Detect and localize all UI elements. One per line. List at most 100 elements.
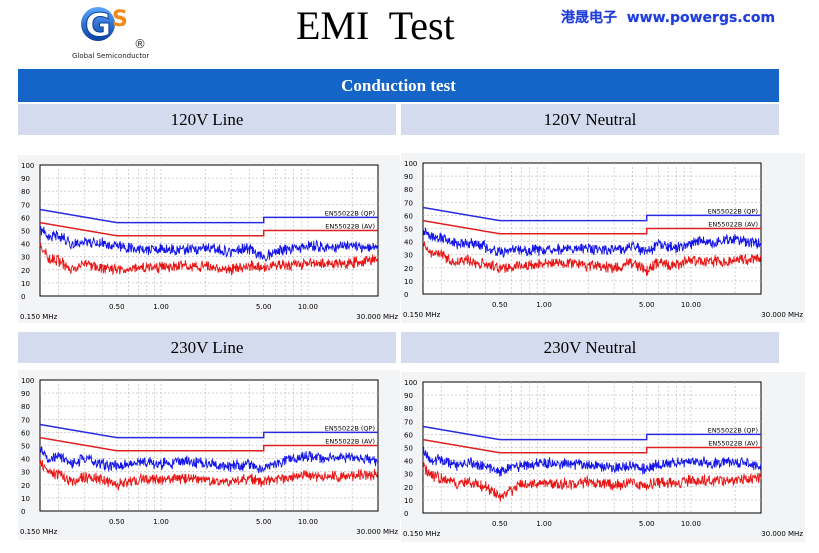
measurement-trace bbox=[39, 242, 379, 276]
y-tick-label: 20 bbox=[21, 267, 30, 275]
x-tick-label: 10.00 bbox=[681, 520, 701, 528]
y-tick-label: 40 bbox=[21, 456, 30, 464]
x-tick-label: 5.00 bbox=[256, 518, 272, 526]
measurement-trace bbox=[39, 446, 379, 474]
y-tick-label: 100 bbox=[404, 379, 417, 387]
y-tick-label: 90 bbox=[404, 392, 413, 400]
x-tick-label: 1.00 bbox=[536, 301, 552, 309]
measurement-trace bbox=[39, 225, 379, 262]
limit-line bbox=[39, 436, 378, 452]
x-start-label: 0.150 MHz bbox=[403, 530, 441, 538]
x-tick-label: 1.00 bbox=[536, 520, 552, 528]
chart-panel-230v-neutral: 0 10 20 30 40 50 60 70 80 90 100 0.50 1.00 5.00 10.00 0… bbox=[401, 372, 805, 542]
limit-line bbox=[39, 221, 378, 237]
measurement-trace bbox=[422, 446, 762, 477]
logo-letter-g: G bbox=[85, 6, 111, 44]
y-tick-label: 90 bbox=[404, 173, 413, 181]
x-tick-label: 1.00 bbox=[153, 518, 169, 526]
chart-panel-120v-line: 0 10 20 30 40 50 60 70 80 90 100 0.50 1.00 5.00 10.00 0… bbox=[18, 155, 400, 323]
x-tick-label: 0.50 bbox=[109, 303, 125, 311]
y-tick-label: 0 bbox=[404, 291, 408, 299]
company-logo: G S ® Global Semiconductor bbox=[68, 2, 158, 61]
y-tick-label: 20 bbox=[404, 484, 413, 492]
page-title: EMI Test bbox=[296, 3, 455, 48]
limit-line bbox=[422, 438, 761, 454]
y-tick-label: 50 bbox=[404, 445, 413, 453]
y-tick-label: 40 bbox=[404, 239, 413, 247]
y-tick-label: 30 bbox=[404, 252, 413, 260]
x-tick-label: 0.50 bbox=[492, 301, 508, 309]
y-tick-label: 60 bbox=[21, 214, 30, 222]
limit-label: EN55022B (AV) bbox=[325, 223, 375, 231]
y-tick-label: 10 bbox=[21, 495, 30, 503]
limit-label: EN55022B (AV) bbox=[708, 440, 758, 448]
limit-label: EN55022B (AV) bbox=[325, 438, 375, 446]
limit-label: EN55022B (AV) bbox=[708, 221, 758, 229]
y-tick-label: 60 bbox=[404, 212, 413, 220]
brand-link[interactable]: 港晟电子 www.powergs.com bbox=[561, 10, 776, 26]
y-tick-label: 60 bbox=[404, 431, 413, 439]
y-tick-label: 70 bbox=[21, 201, 30, 209]
x-start-label: 0.150 MHz bbox=[20, 313, 58, 321]
y-tick-label: 50 bbox=[404, 226, 413, 234]
emi-chart-230v-line: 0 10 20 30 40 50 60 70 80 90 100 0.50 1.00 5.00 10.00 0… bbox=[20, 377, 398, 536]
x-end-label: 30.000 MHz bbox=[761, 530, 803, 538]
y-tick-label: 40 bbox=[21, 241, 30, 249]
x-tick-label: 5.00 bbox=[639, 520, 655, 528]
y-tick-label: 30 bbox=[404, 471, 413, 479]
limit-line bbox=[422, 425, 761, 441]
logo-letter-s: S bbox=[112, 7, 128, 32]
limit-label: EN55022B (QP) bbox=[325, 424, 375, 432]
limit-line bbox=[39, 423, 378, 439]
y-tick-label: 30 bbox=[21, 469, 30, 477]
y-tick-label: 90 bbox=[21, 175, 30, 183]
y-tick-label: 70 bbox=[404, 418, 413, 426]
y-tick-label: 0 bbox=[404, 510, 408, 518]
logo-caption: Global Semiconductor bbox=[72, 52, 149, 60]
x-start-label: 0.150 MHz bbox=[403, 311, 441, 319]
y-tick-label: 80 bbox=[21, 188, 30, 196]
limit-label: EN55022B (QP) bbox=[708, 207, 758, 215]
y-tick-label: 30 bbox=[21, 254, 30, 262]
measurement-trace bbox=[422, 241, 762, 276]
measurement-trace bbox=[422, 462, 762, 502]
x-tick-label: 0.50 bbox=[109, 518, 125, 526]
panel-header-120v-neutral: 120V Neutral bbox=[401, 104, 779, 135]
registered-mark: ® bbox=[134, 37, 146, 51]
y-tick-label: 40 bbox=[404, 458, 413, 466]
x-end-label: 30.000 MHz bbox=[356, 313, 398, 321]
y-tick-label: 0 bbox=[21, 508, 25, 516]
x-start-label: 0.150 MHz bbox=[20, 528, 58, 536]
y-tick-label: 10 bbox=[404, 497, 413, 505]
y-tick-label: 100 bbox=[21, 377, 34, 385]
limit-line bbox=[422, 206, 761, 222]
limit-label: EN55022B (QP) bbox=[325, 209, 375, 217]
y-tick-label: 60 bbox=[21, 429, 30, 437]
y-tick-label: 90 bbox=[21, 390, 30, 398]
emi-chart-230v-neutral: 0 10 20 30 40 50 60 70 80 90 100 0.50 1.00 5.00 10.00 0… bbox=[403, 379, 803, 538]
x-tick-label: 10.00 bbox=[681, 301, 701, 309]
y-tick-label: 70 bbox=[21, 416, 30, 424]
y-tick-label: 50 bbox=[21, 228, 30, 236]
panel-header-230v-neutral: 230V Neutral bbox=[401, 332, 779, 363]
section-banner: Conduction test bbox=[18, 69, 779, 102]
y-tick-label: 80 bbox=[21, 403, 30, 411]
y-tick-label: 70 bbox=[404, 199, 413, 207]
emi-chart-120v-line: 0 10 20 30 40 50 60 70 80 90 100 0.50 1.00 5.00 10.00 0… bbox=[20, 162, 398, 321]
y-tick-label: 10 bbox=[21, 280, 30, 288]
x-end-label: 30.000 MHz bbox=[356, 528, 398, 536]
y-tick-label: 10 bbox=[404, 278, 413, 286]
y-tick-label: 100 bbox=[404, 160, 417, 168]
limit-line bbox=[39, 208, 378, 224]
y-tick-label: 100 bbox=[21, 162, 34, 170]
limit-line bbox=[422, 219, 761, 235]
x-tick-label: 10.00 bbox=[298, 518, 318, 526]
panel-header-230v-line: 230V Line bbox=[18, 332, 396, 363]
x-tick-label: 5.00 bbox=[639, 301, 655, 309]
y-tick-label: 80 bbox=[404, 405, 413, 413]
emi-chart-120v-neutral: 0 10 20 30 40 50 60 70 80 90 100 0.50 1.00 5.00 10.00 0… bbox=[403, 160, 803, 319]
x-tick-label: 10.00 bbox=[298, 303, 318, 311]
y-tick-label: 80 bbox=[404, 186, 413, 194]
y-tick-label: 20 bbox=[404, 265, 413, 273]
x-tick-label: 5.00 bbox=[256, 303, 272, 311]
